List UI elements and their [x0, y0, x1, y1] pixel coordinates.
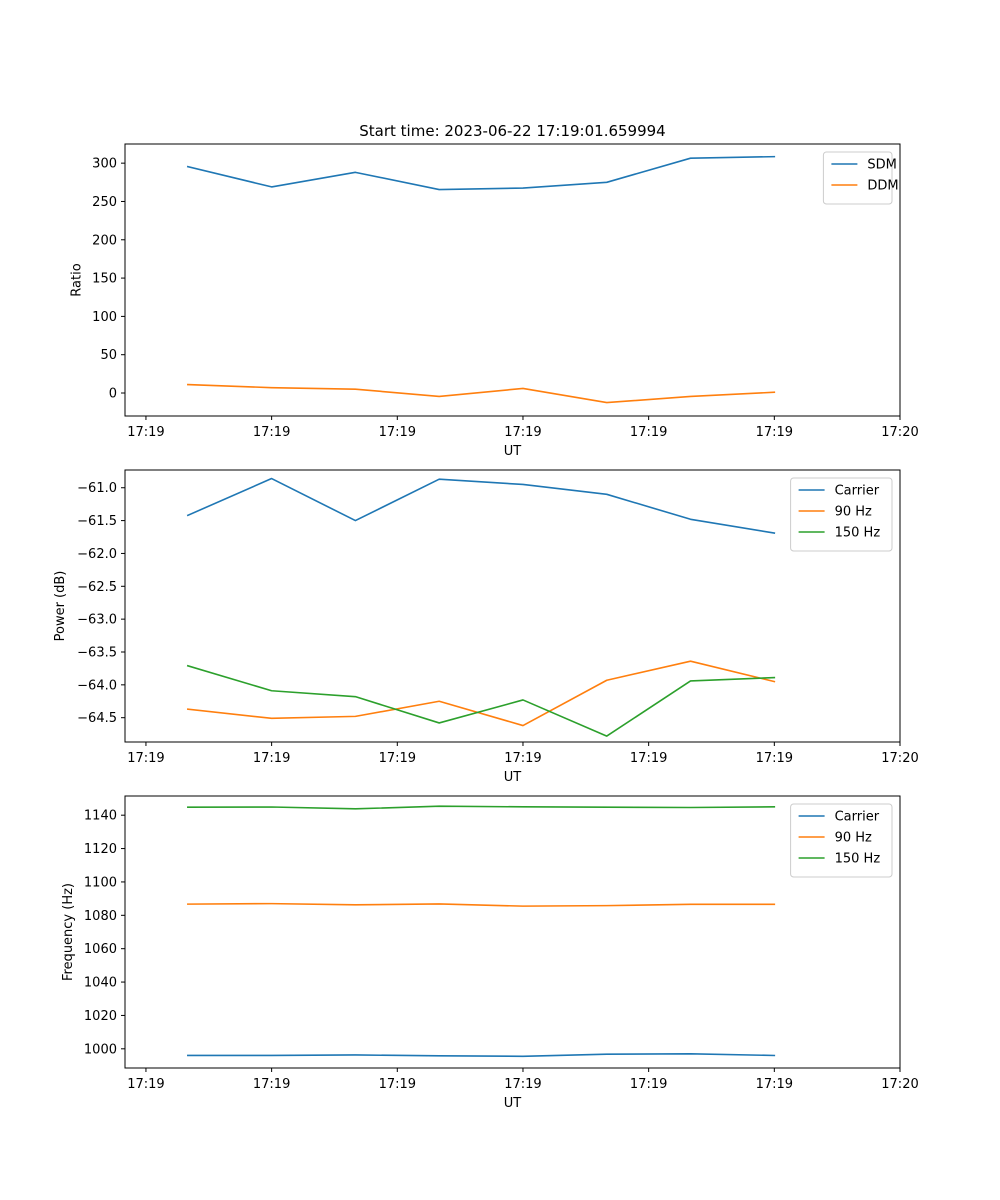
- y-tick-label: 1060: [84, 942, 117, 957]
- y-tick-label: −64.0: [77, 678, 117, 693]
- legend-label-90-hz: 90 Hz: [835, 831, 872, 846]
- y-tick-label: 0: [109, 387, 117, 402]
- x-axis-label: UT: [504, 770, 522, 785]
- x-tick-label: 17:19: [504, 425, 541, 440]
- chart-2: 17:19 17:19 17:19 17:19 17:19 17:19 17:20 −61.0…: [53, 469, 919, 785]
- x-tick-label: 17:19: [253, 1077, 290, 1092]
- series-line-carrier: [187, 1053, 776, 1058]
- y-tick-label: −62.0: [77, 547, 117, 562]
- y-tick-label: 1000: [84, 1042, 117, 1057]
- chart-1: Start time: 2023-06-22 17:19:01.659994 17…: [69, 122, 918, 459]
- series-line-sdm: [186, 155, 776, 191]
- x-tick-label: 17:20: [881, 1077, 918, 1092]
- x-tick-label: 17:19: [379, 751, 416, 766]
- x-axis-label: UT: [504, 1096, 522, 1111]
- series-line-90-hz: [187, 902, 776, 907]
- charts-container: Start time: 2023-06-22 17:19:01.659994 17…: [53, 122, 919, 1111]
- x-tick-label: 17:20: [881, 751, 918, 766]
- series-line-150-hz: [187, 805, 776, 810]
- y-tick-label: 1080: [84, 909, 117, 924]
- legend-label-150-hz: 150 Hz: [835, 526, 881, 541]
- y-tick-label: 200: [92, 233, 117, 248]
- x-tick-label: 17:19: [127, 751, 164, 766]
- x-axis-label: UT: [504, 444, 522, 459]
- legend: Carrier 90 Hz 150 Hz: [790, 477, 893, 552]
- plot-frame: [124, 143, 901, 417]
- x-tick-label: 17:19: [379, 425, 416, 440]
- y-tick-label: 50: [100, 348, 117, 363]
- chart-3: 17:19 17:19 17:19 17:19 17:19 17:19 17:20 1000 1…: [61, 795, 919, 1111]
- y-tick-label: 1100: [84, 875, 117, 890]
- x-tick-label: 17:19: [756, 751, 793, 766]
- y-tick-label: 1140: [84, 809, 117, 824]
- legend-label-90-hz: 90 Hz: [835, 505, 872, 520]
- y-tick-label: −63.0: [77, 613, 117, 628]
- series-line-150-hz: [186, 664, 776, 737]
- y-tick-label: 100: [92, 310, 117, 325]
- x-tick-label: 17:19: [630, 1077, 667, 1092]
- y-tick-label: 1120: [84, 842, 117, 857]
- x-tick-label: 17:19: [253, 425, 290, 440]
- y-tick-label: −61.0: [77, 481, 117, 496]
- y-tick-label: −61.5: [77, 514, 117, 529]
- legend: SDM DDM: [822, 151, 899, 205]
- plot-frame: [124, 795, 901, 1069]
- series-line-carrier: [186, 477, 776, 534]
- x-tick-label: 17:19: [504, 751, 541, 766]
- y-tick-label: 1040: [84, 976, 117, 991]
- x-tick-label: 17:19: [630, 751, 667, 766]
- x-tick-label: 17:19: [630, 425, 667, 440]
- x-tick-label: 17:19: [504, 1077, 541, 1092]
- y-tick-label: −64.5: [77, 711, 117, 726]
- x-tick-label: 17:19: [127, 425, 164, 440]
- x-tick-label: 17:19: [253, 751, 290, 766]
- series-line-ddm: [187, 383, 776, 404]
- y-tick-label: 150: [92, 272, 117, 287]
- x-tick-label: 17:19: [127, 1077, 164, 1092]
- y-tick-label: 1020: [84, 1009, 117, 1024]
- chart-title: Start time: 2023-06-22 17:19:01.659994: [359, 122, 665, 140]
- y-tick-label: 250: [92, 195, 117, 210]
- legend-label-ddm: DDM: [867, 179, 898, 194]
- legend-label-carrier: Carrier: [835, 810, 880, 825]
- x-tick-label: 17:20: [881, 425, 918, 440]
- y-axis-label: Frequency (Hz): [61, 883, 76, 981]
- legend-label-sdm: SDM: [867, 158, 896, 173]
- legend: Carrier 90 Hz 150 Hz: [790, 803, 893, 878]
- plot-frame: [124, 469, 901, 743]
- y-tick-label: 300: [92, 157, 117, 172]
- series-line-90-hz: [186, 660, 776, 727]
- y-axis-label: Ratio: [69, 263, 84, 296]
- x-tick-label: 17:19: [379, 1077, 416, 1092]
- x-tick-label: 17:19: [756, 425, 793, 440]
- y-tick-label: −63.5: [77, 645, 117, 660]
- x-tick-label: 17:19: [756, 1077, 793, 1092]
- y-axis-label: Power (dB): [53, 571, 68, 642]
- legend-label-150-hz: 150 Hz: [835, 852, 881, 867]
- y-tick-label: −62.5: [77, 580, 117, 595]
- legend-label-carrier: Carrier: [835, 484, 880, 499]
- legend-box: [822, 151, 893, 205]
